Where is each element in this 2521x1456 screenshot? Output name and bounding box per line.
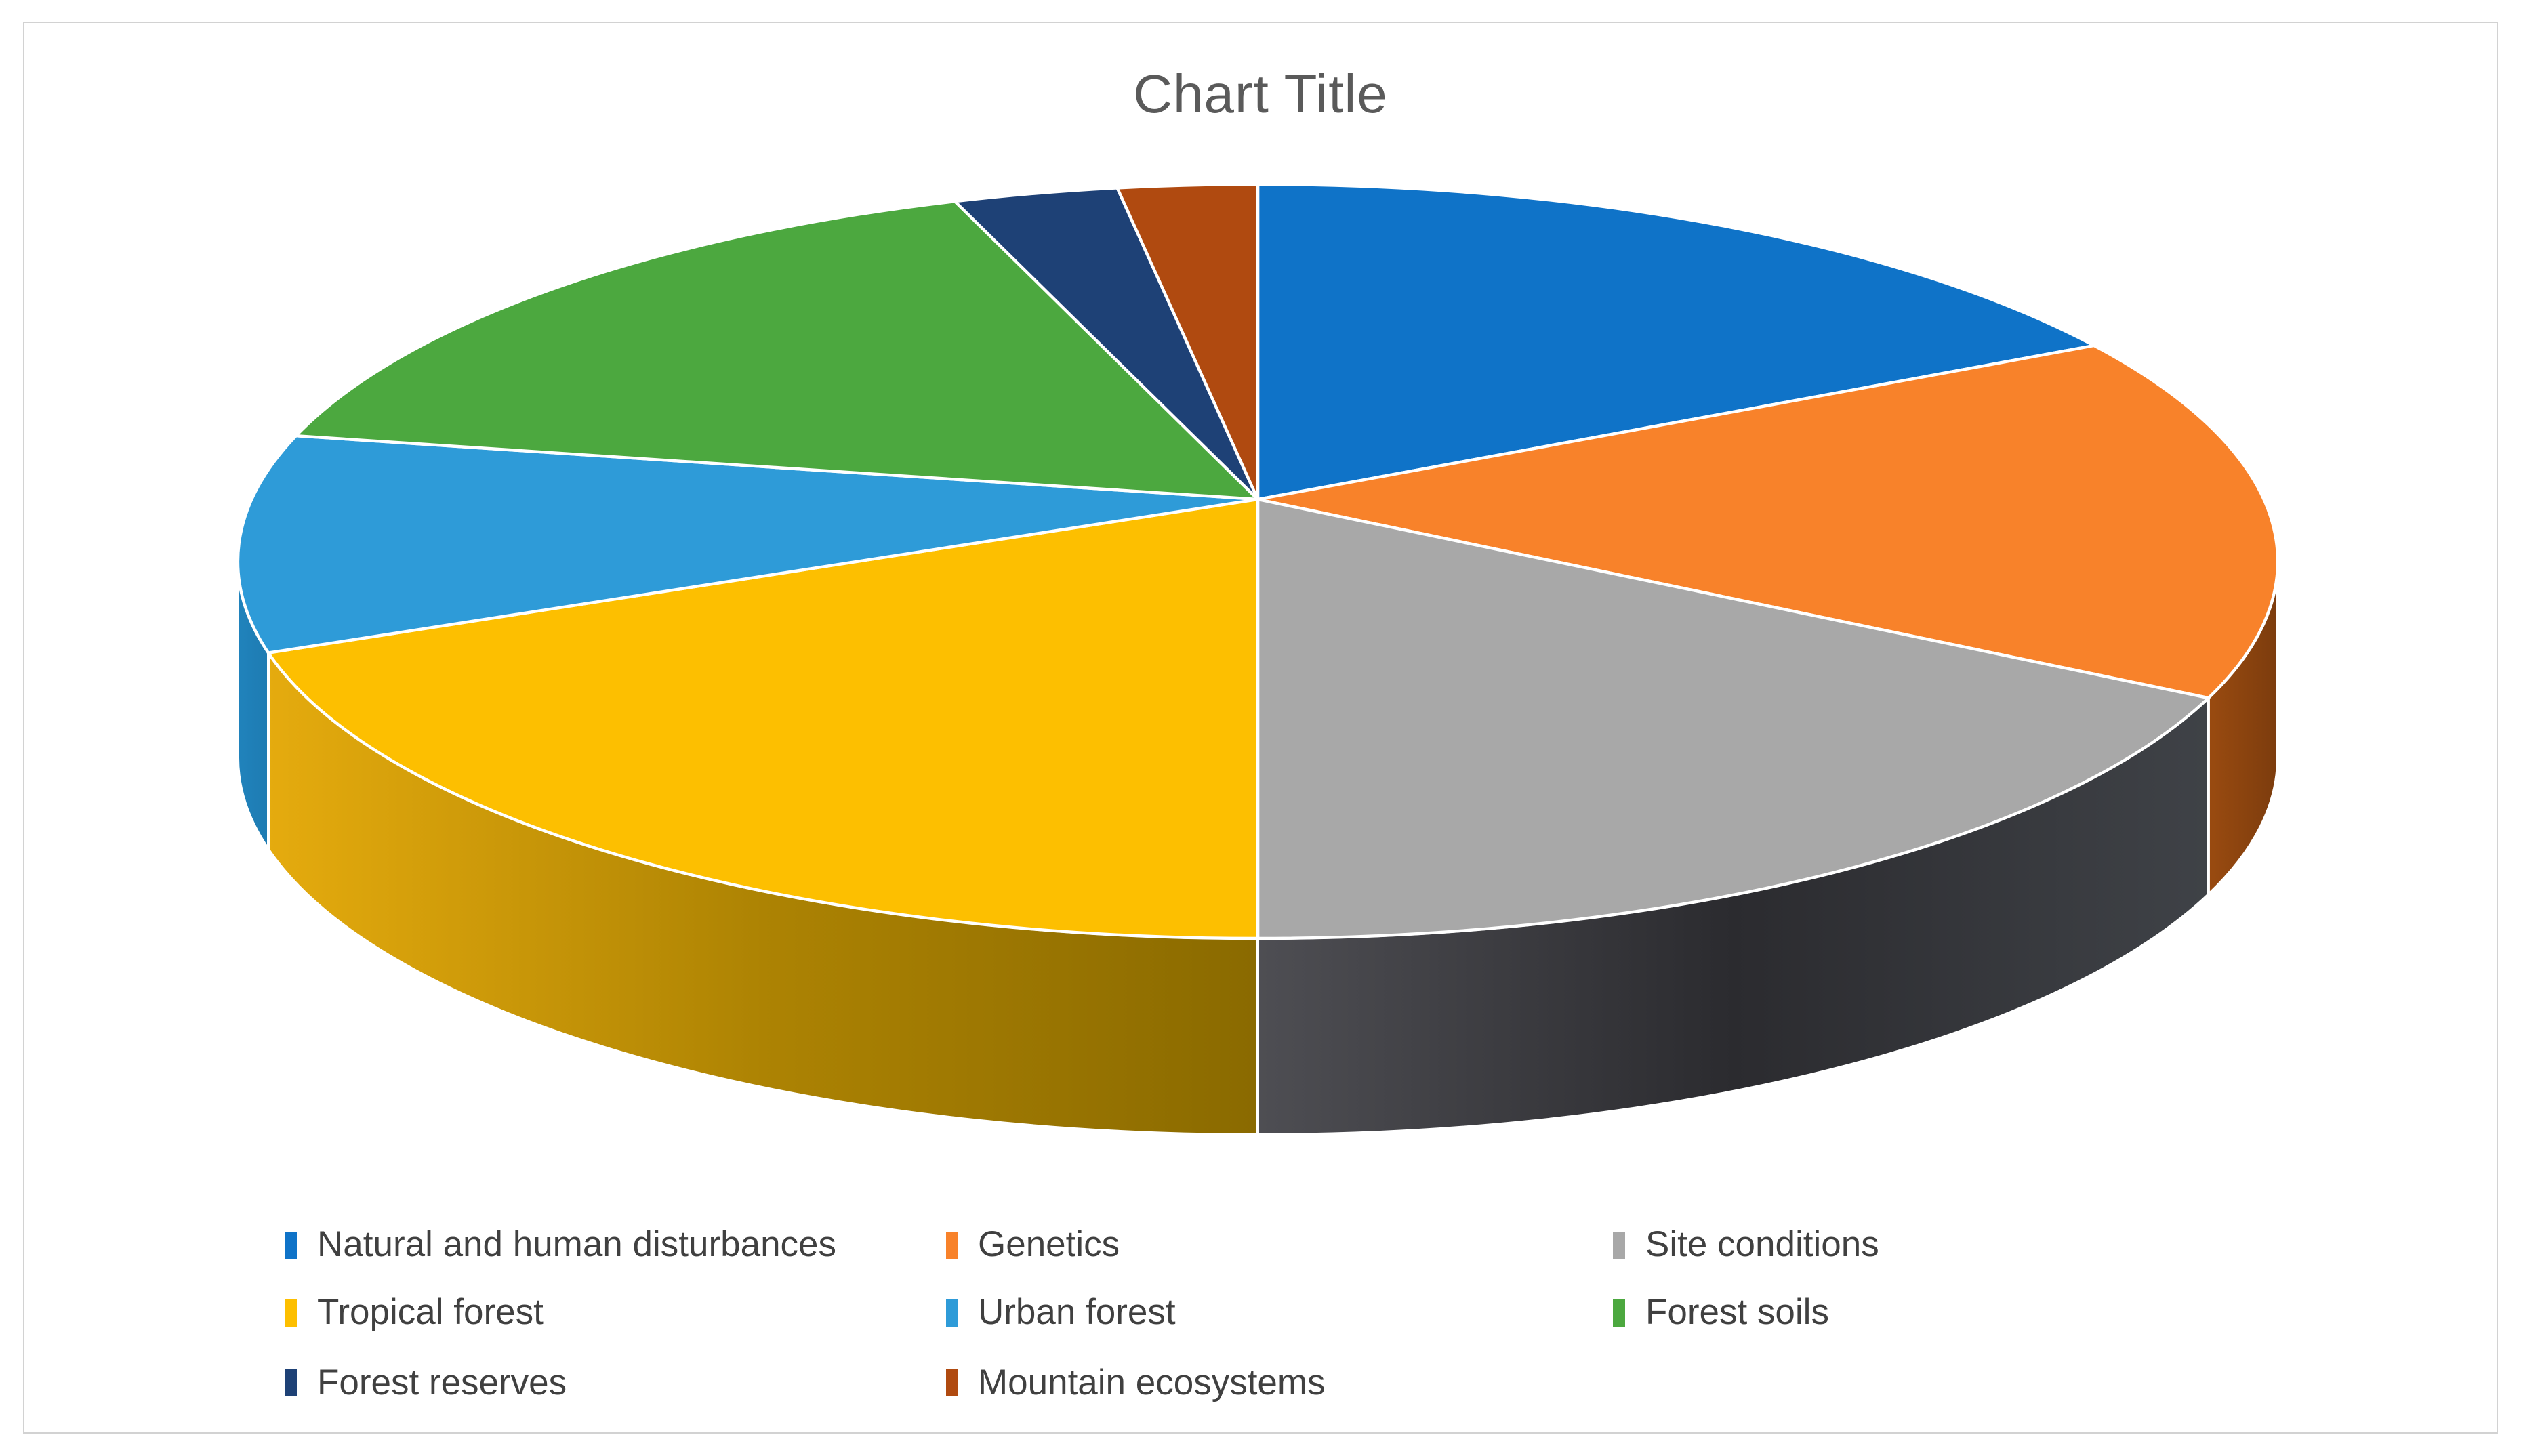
- legend-item-forest-reserves[interactable]: Forest reserves: [285, 1360, 567, 1404]
- legend-swatch: [945, 1231, 958, 1258]
- legend-label: Urban forest: [978, 1291, 1176, 1332]
- legend-item-mountain-ecosystems[interactable]: Mountain ecosystems: [945, 1360, 1326, 1404]
- legend-label: Genetics: [978, 1224, 1120, 1264]
- legend-swatch: [285, 1299, 297, 1326]
- legend-swatch: [945, 1369, 958, 1396]
- pie-slice-urban-forest[interactable]: [236, 434, 1260, 654]
- legend-swatch: [1613, 1299, 1625, 1326]
- legend-label: Forest reserves: [317, 1361, 567, 1402]
- legend-label: Natural and human disturbances: [317, 1224, 837, 1264]
- pie-slice-genetics[interactable]: [1256, 344, 2280, 700]
- chart-title[interactable]: Chart Title: [1133, 65, 1388, 125]
- legend-item-site-conditions[interactable]: Site conditions: [1613, 1223, 1879, 1266]
- legend-swatch: [285, 1231, 297, 1258]
- pie-slice-mountain-ecosystems[interactable]: [1115, 182, 1260, 501]
- legend-item-forest-soils[interactable]: Forest soils: [1613, 1291, 1829, 1334]
- legend-item-genetics[interactable]: Genetics: [945, 1223, 1120, 1266]
- pie-slice-forest-soils[interactable]: [294, 200, 1260, 501]
- legend-item-natural-and-human-disturbances[interactable]: Natural and human disturbances: [285, 1223, 836, 1266]
- legend-swatch: [945, 1299, 958, 1326]
- legend-item-tropical-forest[interactable]: Tropical forest: [285, 1291, 544, 1334]
- legend-label: Tropical forest: [317, 1291, 544, 1332]
- legend-item-urban-forest[interactable]: Urban forest: [945, 1291, 1176, 1334]
- legend-label: Mountain ecosystems: [978, 1361, 1326, 1402]
- legend-label: Forest soils: [1645, 1291, 1829, 1332]
- pie-slice-tropical-forest[interactable]: [266, 497, 1260, 940]
- legend-label: Site conditions: [1645, 1224, 1879, 1264]
- legend-swatch: [285, 1369, 297, 1396]
- legend-swatch: [1613, 1231, 1625, 1258]
- pie-slice-site-conditions[interactable]: [1256, 497, 2210, 940]
- pie-slice-natural-and-human-disturbances[interactable]: [1256, 182, 2096, 501]
